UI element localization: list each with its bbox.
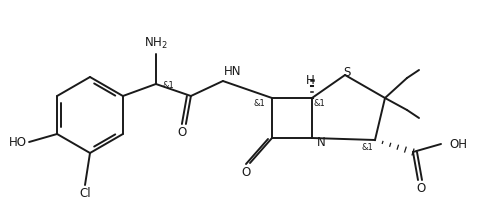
Text: &1: &1 [253,98,264,108]
Text: O: O [415,182,425,195]
Text: Cl: Cl [79,187,91,200]
Text: OH: OH [448,138,466,151]
Text: &1: &1 [163,81,174,91]
Text: H: H [305,74,314,87]
Text: O: O [241,166,250,179]
Text: O: O [177,126,186,139]
Text: &1: &1 [361,143,372,152]
Text: S: S [343,67,350,80]
Text: HN: HN [224,65,241,78]
Text: NH$_2$: NH$_2$ [143,36,167,51]
Text: &1: &1 [313,98,325,108]
Text: N: N [316,135,325,148]
Text: HO: HO [9,135,27,148]
